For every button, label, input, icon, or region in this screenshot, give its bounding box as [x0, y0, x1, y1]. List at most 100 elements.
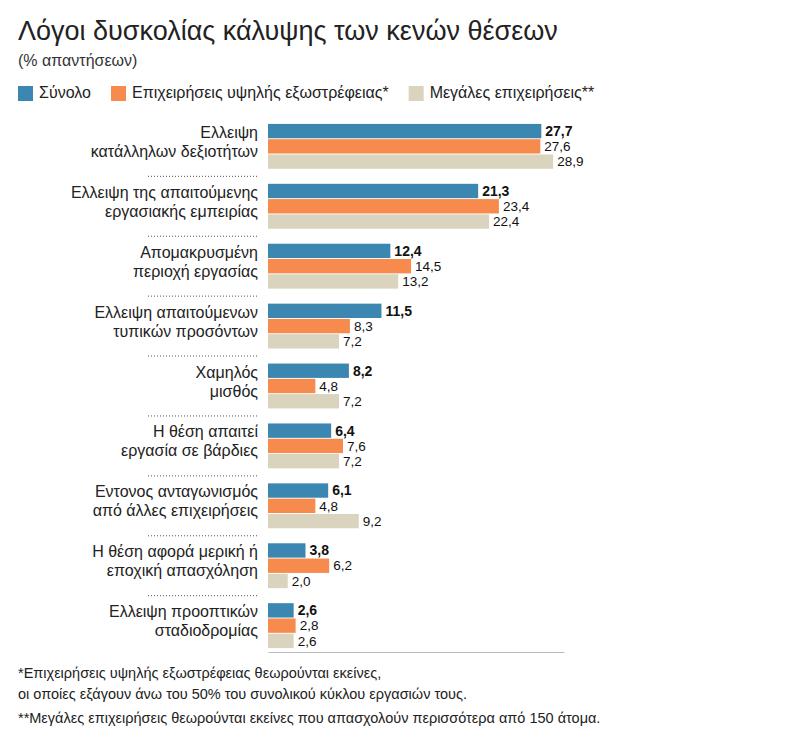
data-label: 6,4 [335, 423, 355, 439]
y-tick-label: Ελλειψη προοπτικώνσταδιοδρομίας [109, 603, 258, 639]
separator [148, 415, 258, 416]
data-label: 14,5 [415, 259, 441, 274]
separator [148, 595, 258, 596]
bar [268, 618, 296, 632]
data-label: 2,6 [298, 634, 317, 649]
bar [268, 559, 329, 573]
data-label: 4,8 [319, 499, 338, 514]
separator [148, 176, 258, 177]
data-label: 6,2 [333, 558, 352, 573]
bar [268, 634, 294, 648]
separator [148, 296, 258, 297]
data-label: 23,4 [503, 199, 530, 214]
legend-item: Μεγάλες επιχειρήσεις** [409, 84, 595, 101]
data-label: 8,3 [354, 319, 373, 334]
data-label: 28,9 [557, 154, 583, 169]
data-label: 9,2 [363, 514, 382, 529]
legend-label: Επιχειρήσεις υψηλής εξωστρέφειας* [132, 84, 389, 102]
bar [268, 244, 390, 258]
bar [268, 259, 411, 273]
data-label: 7,2 [343, 454, 362, 469]
bar [268, 483, 328, 497]
y-tick-label: Ελλειψη της απαιτούμενηςεργασιακής εμπει… [71, 184, 258, 220]
bar [268, 139, 540, 153]
legend-swatch [409, 86, 424, 101]
data-label: 4,8 [319, 379, 338, 394]
y-tick-label: Απομακρυσμένηπεριοχή εργασίας [133, 244, 258, 280]
note: **Μεγάλες επιχειρήσεις θεωρούνται εκείνε… [18, 710, 600, 726]
bar [268, 454, 339, 468]
bar [268, 154, 553, 168]
data-label: 2,6 [298, 602, 318, 618]
bar [268, 319, 350, 333]
y-tick-label: Χαμηλόςμισθός [196, 364, 259, 400]
legend: Σύνολο Επιχειρήσεις υψηλής εξωστρέφειας* Μ… [18, 84, 594, 102]
bar [268, 199, 499, 213]
y-tick: Απομακρυσμένηπεριοχή εργασίας [133, 244, 268, 280]
legend-item: Επιχειρήσεις υψηλής εξωστρέφειας* [111, 84, 389, 102]
y-axis: Ελλειψηκατάλληλων δεξιοτήτων Ελλειψη της … [71, 124, 268, 639]
bar [268, 543, 305, 557]
data-label: 6,1 [332, 482, 352, 498]
y-tick: Η θέση αφορά μερική ήεποχική απασχόληση [92, 543, 268, 579]
legend-item: Σύνολο [18, 84, 91, 101]
bar [268, 574, 288, 588]
data-label: 13,2 [402, 274, 428, 289]
chart: Λόγοι δυσκολίας κάλυψης των κενών θέσεων… [0, 0, 800, 746]
bar [268, 514, 359, 528]
bar [268, 274, 398, 288]
y-tick: Ελλειψηκατάλληλων δεξιοτήτων [91, 124, 268, 161]
data-label: 8,2 [353, 363, 373, 379]
y-tick: Εντονος ανταγωνισμόςαπό άλλες επιχειρήσε… [93, 483, 268, 519]
data-label: 27,6 [544, 139, 570, 154]
bar [268, 184, 478, 198]
bar [268, 364, 349, 378]
x-axis-line [269, 652, 565, 653]
separator [148, 475, 258, 476]
y-tick-label: Εντονος ανταγωνισμόςαπό άλλες επιχειρήσε… [93, 483, 259, 519]
data-label: 27,7 [545, 123, 572, 139]
y-tick: Χαμηλόςμισθός [196, 364, 268, 400]
data-label: 2,0 [292, 574, 311, 589]
data-label: 2,8 [300, 618, 319, 633]
bars [268, 124, 553, 648]
note: *Επιχειρήσεις υψηλής εξωστρέφειας θεωρού… [18, 665, 467, 702]
legend-swatch [18, 86, 33, 101]
bar [268, 379, 315, 393]
data-label: 21,3 [482, 183, 509, 199]
bar [268, 304, 381, 318]
bar [268, 334, 339, 348]
y-tick: Ελλειψη προοπτικώνσταδιοδρομίας [109, 603, 268, 639]
bar [268, 394, 339, 408]
data-label: 12,4 [394, 243, 421, 259]
legend-label: Μεγάλες επιχειρήσεις** [430, 84, 595, 101]
y-tick: Ελλειψη απαιτούμενωντυπικών προσόντων [94, 304, 268, 340]
separator [148, 236, 258, 237]
legend-swatch [111, 86, 126, 101]
separator [148, 356, 258, 357]
bar [268, 124, 541, 138]
data-label: 7,2 [343, 334, 362, 349]
y-tick-label: Ελλειψη απαιτούμενωντυπικών προσόντων [94, 304, 258, 340]
y-tick-label: Η θέση απαιτείεργασία σε βάρδιες [121, 423, 258, 459]
legend-label: Σύνολο [39, 84, 91, 101]
bar [268, 439, 343, 453]
y-tick: Η θέση απαιτείεργασία σε βάρδιες [121, 423, 268, 459]
data-labels: 27,7 21,3 12,4 11,5 8,2 6,4 6,1 3,8 2,6 27,6 23,4 1… [292, 123, 584, 649]
data-label: 3,8 [309, 542, 329, 558]
data-label: 22,4 [493, 214, 520, 229]
bar [268, 499, 315, 513]
x-axis [269, 652, 565, 653]
separator [148, 535, 258, 536]
title: Λόγοι δυσκολίας κάλυψης των κενών θέσεων [18, 16, 558, 46]
data-label: 11,5 [385, 303, 412, 319]
bar [268, 603, 294, 617]
data-label: 7,2 [343, 394, 362, 409]
y-tick: Ελλειψη της απαιτούμενηςεργασιακής εμπει… [71, 184, 268, 220]
y-tick-label: Η θέση αφορά μερική ήεποχική απασχόληση [92, 543, 258, 579]
bar [268, 214, 489, 228]
data-label: 7,6 [347, 439, 366, 454]
subtitle: (% απαντήσεων) [18, 52, 137, 69]
bar [268, 423, 331, 437]
y-tick-label: Ελλειψηκατάλληλων δεξιοτήτων [91, 124, 258, 161]
